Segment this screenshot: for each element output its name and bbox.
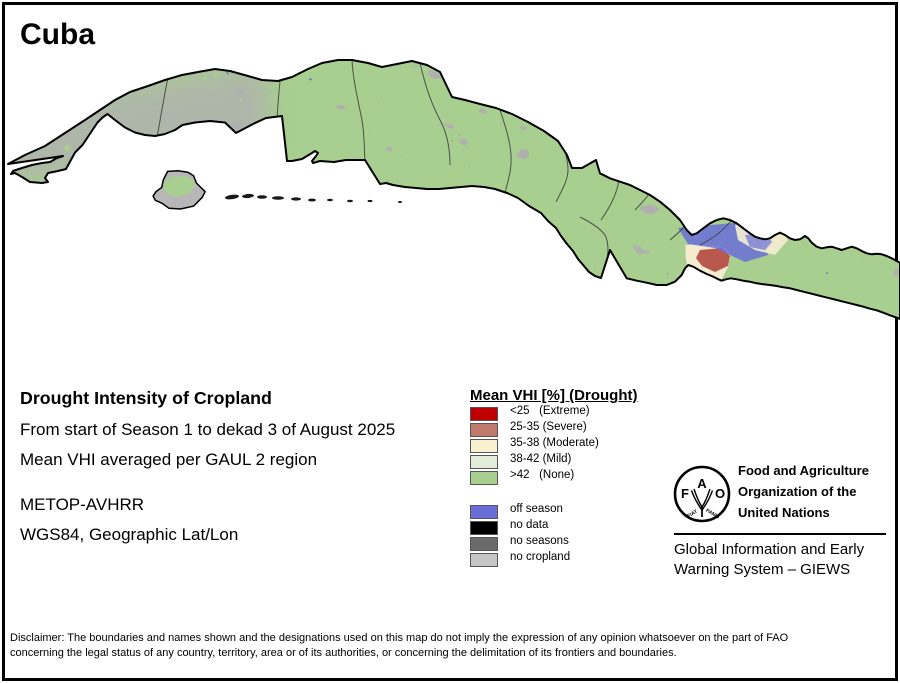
svg-text:FIAT: FIAT [686,509,698,520]
svg-text:A: A [697,476,707,491]
svg-text:O: O [715,486,725,501]
svg-text:F: F [681,486,689,501]
